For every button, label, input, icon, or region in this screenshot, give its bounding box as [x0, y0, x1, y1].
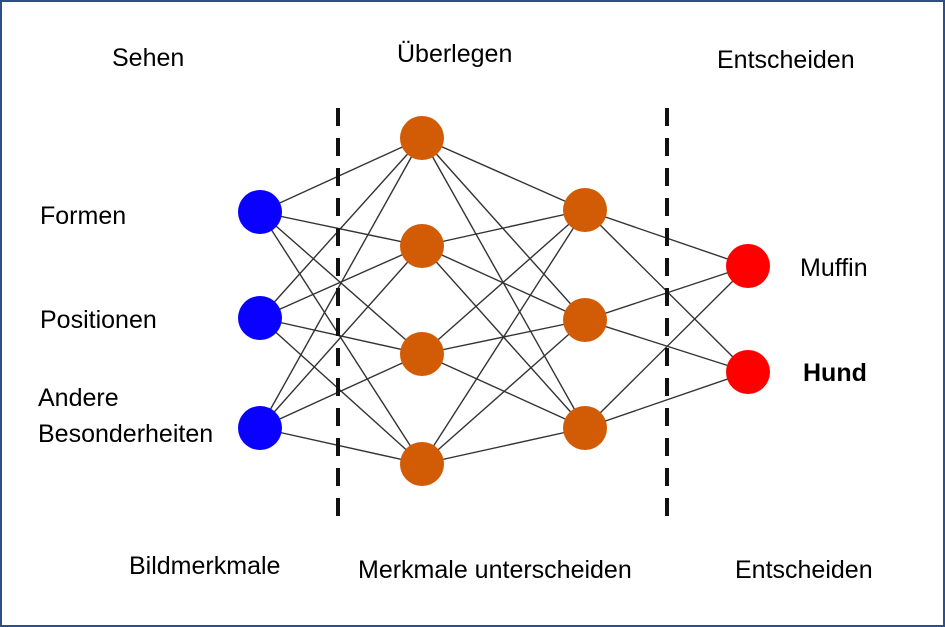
- hidden1-node-1: [400, 116, 444, 160]
- edge-hidden1-2-to-hidden2-2: [421, 245, 586, 321]
- input-label-shapes: Formen: [40, 202, 127, 230]
- edge-hidden1-4-to-hidden2-3: [421, 427, 586, 465]
- network-nodes: [238, 116, 770, 486]
- edge-hidden1-3-to-hidden2-1: [421, 209, 586, 355]
- edge-input-2-to-hidden1-1: [259, 137, 423, 319]
- edge-hidden1-4-to-hidden2-2: [421, 319, 586, 465]
- network-edges: [259, 137, 749, 465]
- hidden2-node-1: [563, 188, 607, 232]
- edge-input-3-to-hidden1-4: [259, 427, 423, 465]
- input-label-other-line1: Andere: [38, 384, 119, 412]
- hidden2-node-3: [563, 406, 607, 450]
- hidden1-node-4: [400, 442, 444, 486]
- header-decide: Entscheiden: [717, 46, 855, 74]
- hidden1-node-2: [400, 224, 444, 268]
- output-node-2: [726, 350, 770, 394]
- footer-distinguish-features: Merkmale unterscheiden: [358, 556, 632, 584]
- input-node-2: [238, 296, 282, 340]
- edge-hidden2-3-to-output-1: [584, 265, 749, 429]
- output-node-1: [726, 244, 770, 288]
- edge-input-3-to-hidden1-2: [259, 245, 423, 429]
- input-label-positions: Positionen: [40, 306, 157, 334]
- edge-hidden2-2-to-output-2: [584, 319, 749, 373]
- output-label-muffin: Muffin: [800, 254, 868, 282]
- edge-hidden1-1-to-hidden2-2: [421, 137, 586, 321]
- edge-hidden1-4-to-hidden2-1: [421, 209, 586, 465]
- hidden2-node-2: [563, 298, 607, 342]
- edge-input-3-to-hidden1-3: [259, 353, 423, 429]
- output-label-dog: Hund: [803, 359, 867, 387]
- edge-hidden1-1-to-hidden2-1: [421, 137, 586, 211]
- edge-hidden1-3-to-hidden2-3: [421, 353, 586, 429]
- footer-decide: Entscheiden: [735, 556, 873, 584]
- edge-hidden2-3-to-output-2: [584, 371, 749, 429]
- edge-hidden1-2-to-hidden2-1: [421, 209, 586, 247]
- edge-input-3-to-hidden1-1: [259, 137, 423, 429]
- input-node-3: [238, 406, 282, 450]
- input-label-other-line2: Besonderheiten: [38, 420, 214, 448]
- header-think: Überlegen: [397, 40, 513, 68]
- input-node-1: [238, 190, 282, 234]
- edge-input-1-to-hidden1-1: [259, 137, 423, 213]
- footer-image-features: Bildmerkmale: [129, 552, 281, 580]
- header-see: Sehen: [112, 44, 185, 72]
- hidden1-node-3: [400, 332, 444, 376]
